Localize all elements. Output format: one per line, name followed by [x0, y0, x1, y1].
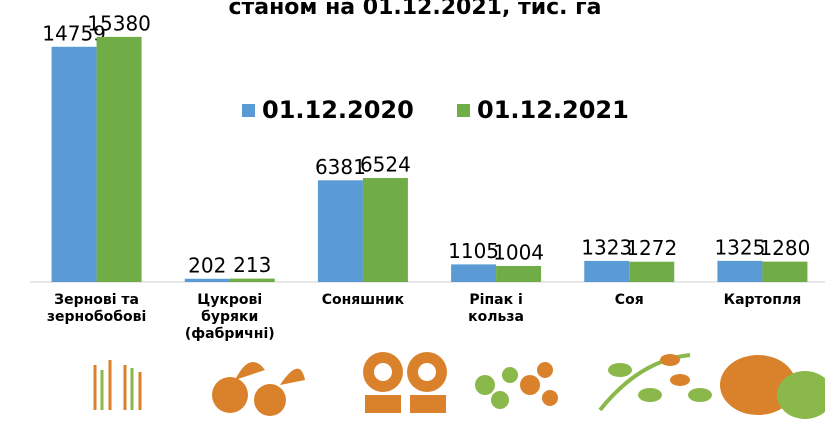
bar [717, 260, 763, 282]
x-tick-label: Ріпак і [469, 292, 522, 308]
chart-title: станом на 01.12.2021, тис. га [228, 0, 601, 20]
bar [184, 278, 230, 282]
bar [317, 180, 363, 282]
bar [362, 178, 408, 282]
x-tick-label: Зернові та [54, 292, 139, 308]
x-tick-label: Картопля [724, 292, 802, 308]
value-label: 1280 [759, 236, 810, 260]
bar [96, 36, 142, 282]
value-label: 1272 [626, 236, 677, 260]
value-label: 15380 [87, 11, 151, 35]
value-label: 14759 [42, 21, 106, 45]
icons [93, 352, 825, 419]
x-tick-label: Цукрові [197, 292, 262, 308]
value-label: 1325 [714, 235, 765, 259]
x-tick-label: буряки [201, 309, 258, 325]
bar [629, 261, 675, 282]
x-tick-label: зернобобові [47, 309, 146, 325]
value-label: 6381 [315, 155, 366, 179]
value-label: 213 [233, 253, 271, 277]
bar [51, 46, 97, 282]
bar [229, 278, 275, 282]
legend-swatch [242, 104, 255, 117]
value-label: 6524 [360, 153, 411, 177]
value-label: 1004 [493, 240, 544, 264]
value-label: 1105 [448, 239, 499, 263]
legend-label: 01.12.2020 [262, 96, 414, 124]
x-tick-label: Соняшник [322, 292, 405, 308]
bar [496, 265, 542, 282]
x-tick-label: кольза [468, 309, 524, 325]
bar [762, 261, 808, 282]
x-tick-label: (фабричні) [185, 326, 275, 342]
value-label: 1323 [581, 235, 632, 259]
legend-swatch [457, 104, 470, 117]
value-label: 202 [188, 253, 226, 277]
legend-label: 01.12.2021 [477, 96, 629, 124]
x-tick-label: Соя [615, 292, 644, 308]
bar [584, 260, 630, 282]
bar [451, 264, 497, 282]
